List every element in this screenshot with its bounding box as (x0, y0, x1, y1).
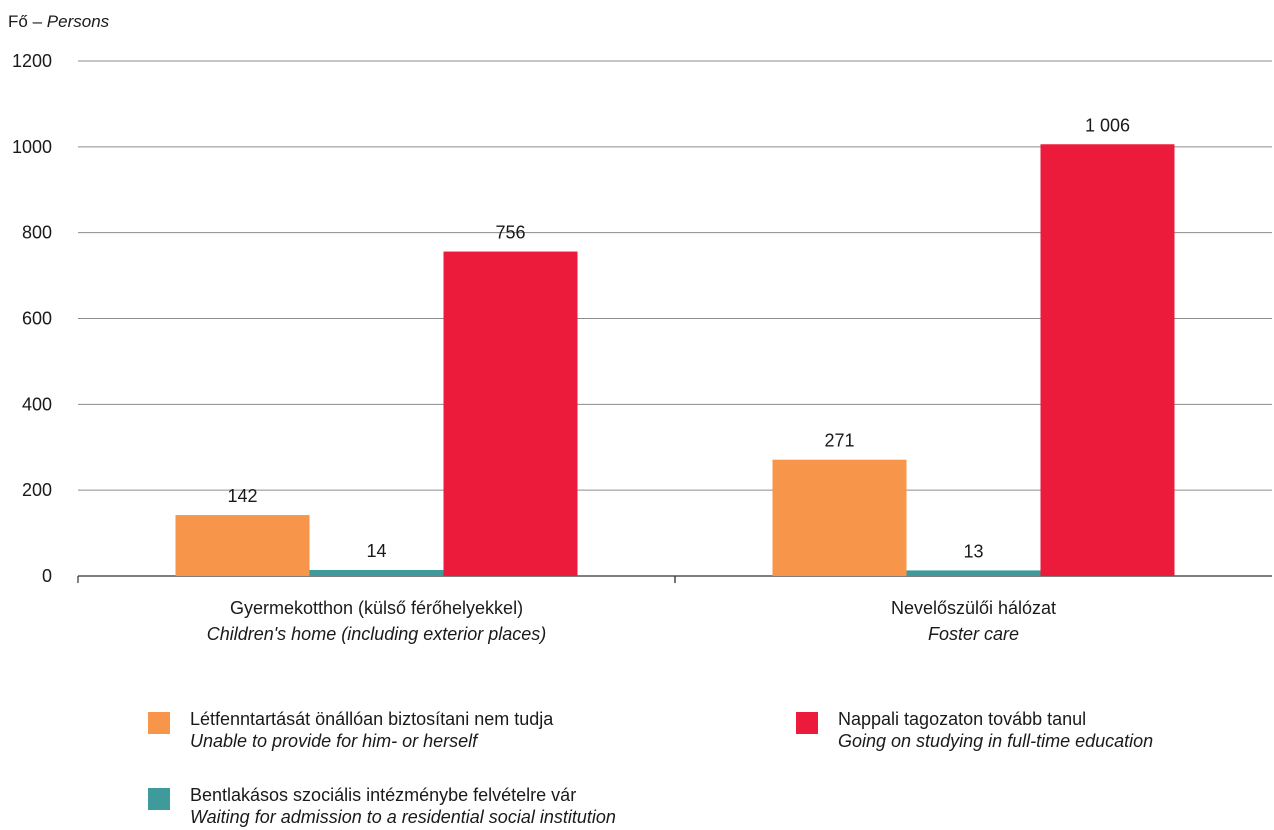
bar (309, 569, 444, 576)
y-tick-label: 0 (42, 566, 52, 586)
bar (772, 459, 907, 576)
data-label: 1 006 (1085, 115, 1130, 135)
bar (1040, 144, 1175, 576)
data-label: 13 (963, 541, 983, 561)
bar (443, 251, 578, 577)
legend-label-en: Waiting for admission to a residential s… (190, 807, 616, 827)
legend-label-hu: Létfenntartását önállóan biztosítani nem… (190, 709, 554, 729)
data-label: 142 (227, 486, 257, 506)
x-category-label: Nevelőszülői hálózat (891, 598, 1056, 618)
x-category-label-en: Children's home (including exterior plac… (207, 624, 547, 644)
y-tick-label: 1000 (12, 137, 52, 157)
y-tick-label: 1200 (12, 51, 52, 71)
bar (175, 515, 310, 576)
y-tick-label: 200 (22, 480, 52, 500)
y-axis-unit-label: Fő – Persons (8, 12, 110, 31)
legend-label-hu: Nappali tagozaton tovább tanul (838, 709, 1087, 729)
legend-label-en: Going on studying in full-time education (838, 731, 1154, 751)
legend-swatch-teal (148, 788, 170, 810)
legend-swatch-red (796, 712, 818, 734)
legend-label-en: Unable to provide for him- or herself (190, 731, 478, 751)
data-label: 14 (366, 541, 386, 561)
data-label: 271 (824, 431, 854, 451)
legend-label-hu: Bentlakásos szociális intézménybe felvét… (190, 785, 577, 805)
y-tick-label: 400 (22, 394, 52, 414)
y-tick-label: 600 (22, 309, 52, 329)
x-category-label: Gyermekotthon (külső férőhelyekkel) (230, 598, 523, 618)
bar (906, 570, 1041, 576)
bar-chart: 0 200 400 600 800 1000 1200 142 14 756 Gyermekotth… (12, 51, 1272, 644)
data-label: 756 (495, 223, 525, 243)
legend-swatch-orange (148, 712, 170, 734)
x-category-label-en: Foster care (928, 624, 1019, 644)
y-tick-label: 800 (22, 223, 52, 243)
